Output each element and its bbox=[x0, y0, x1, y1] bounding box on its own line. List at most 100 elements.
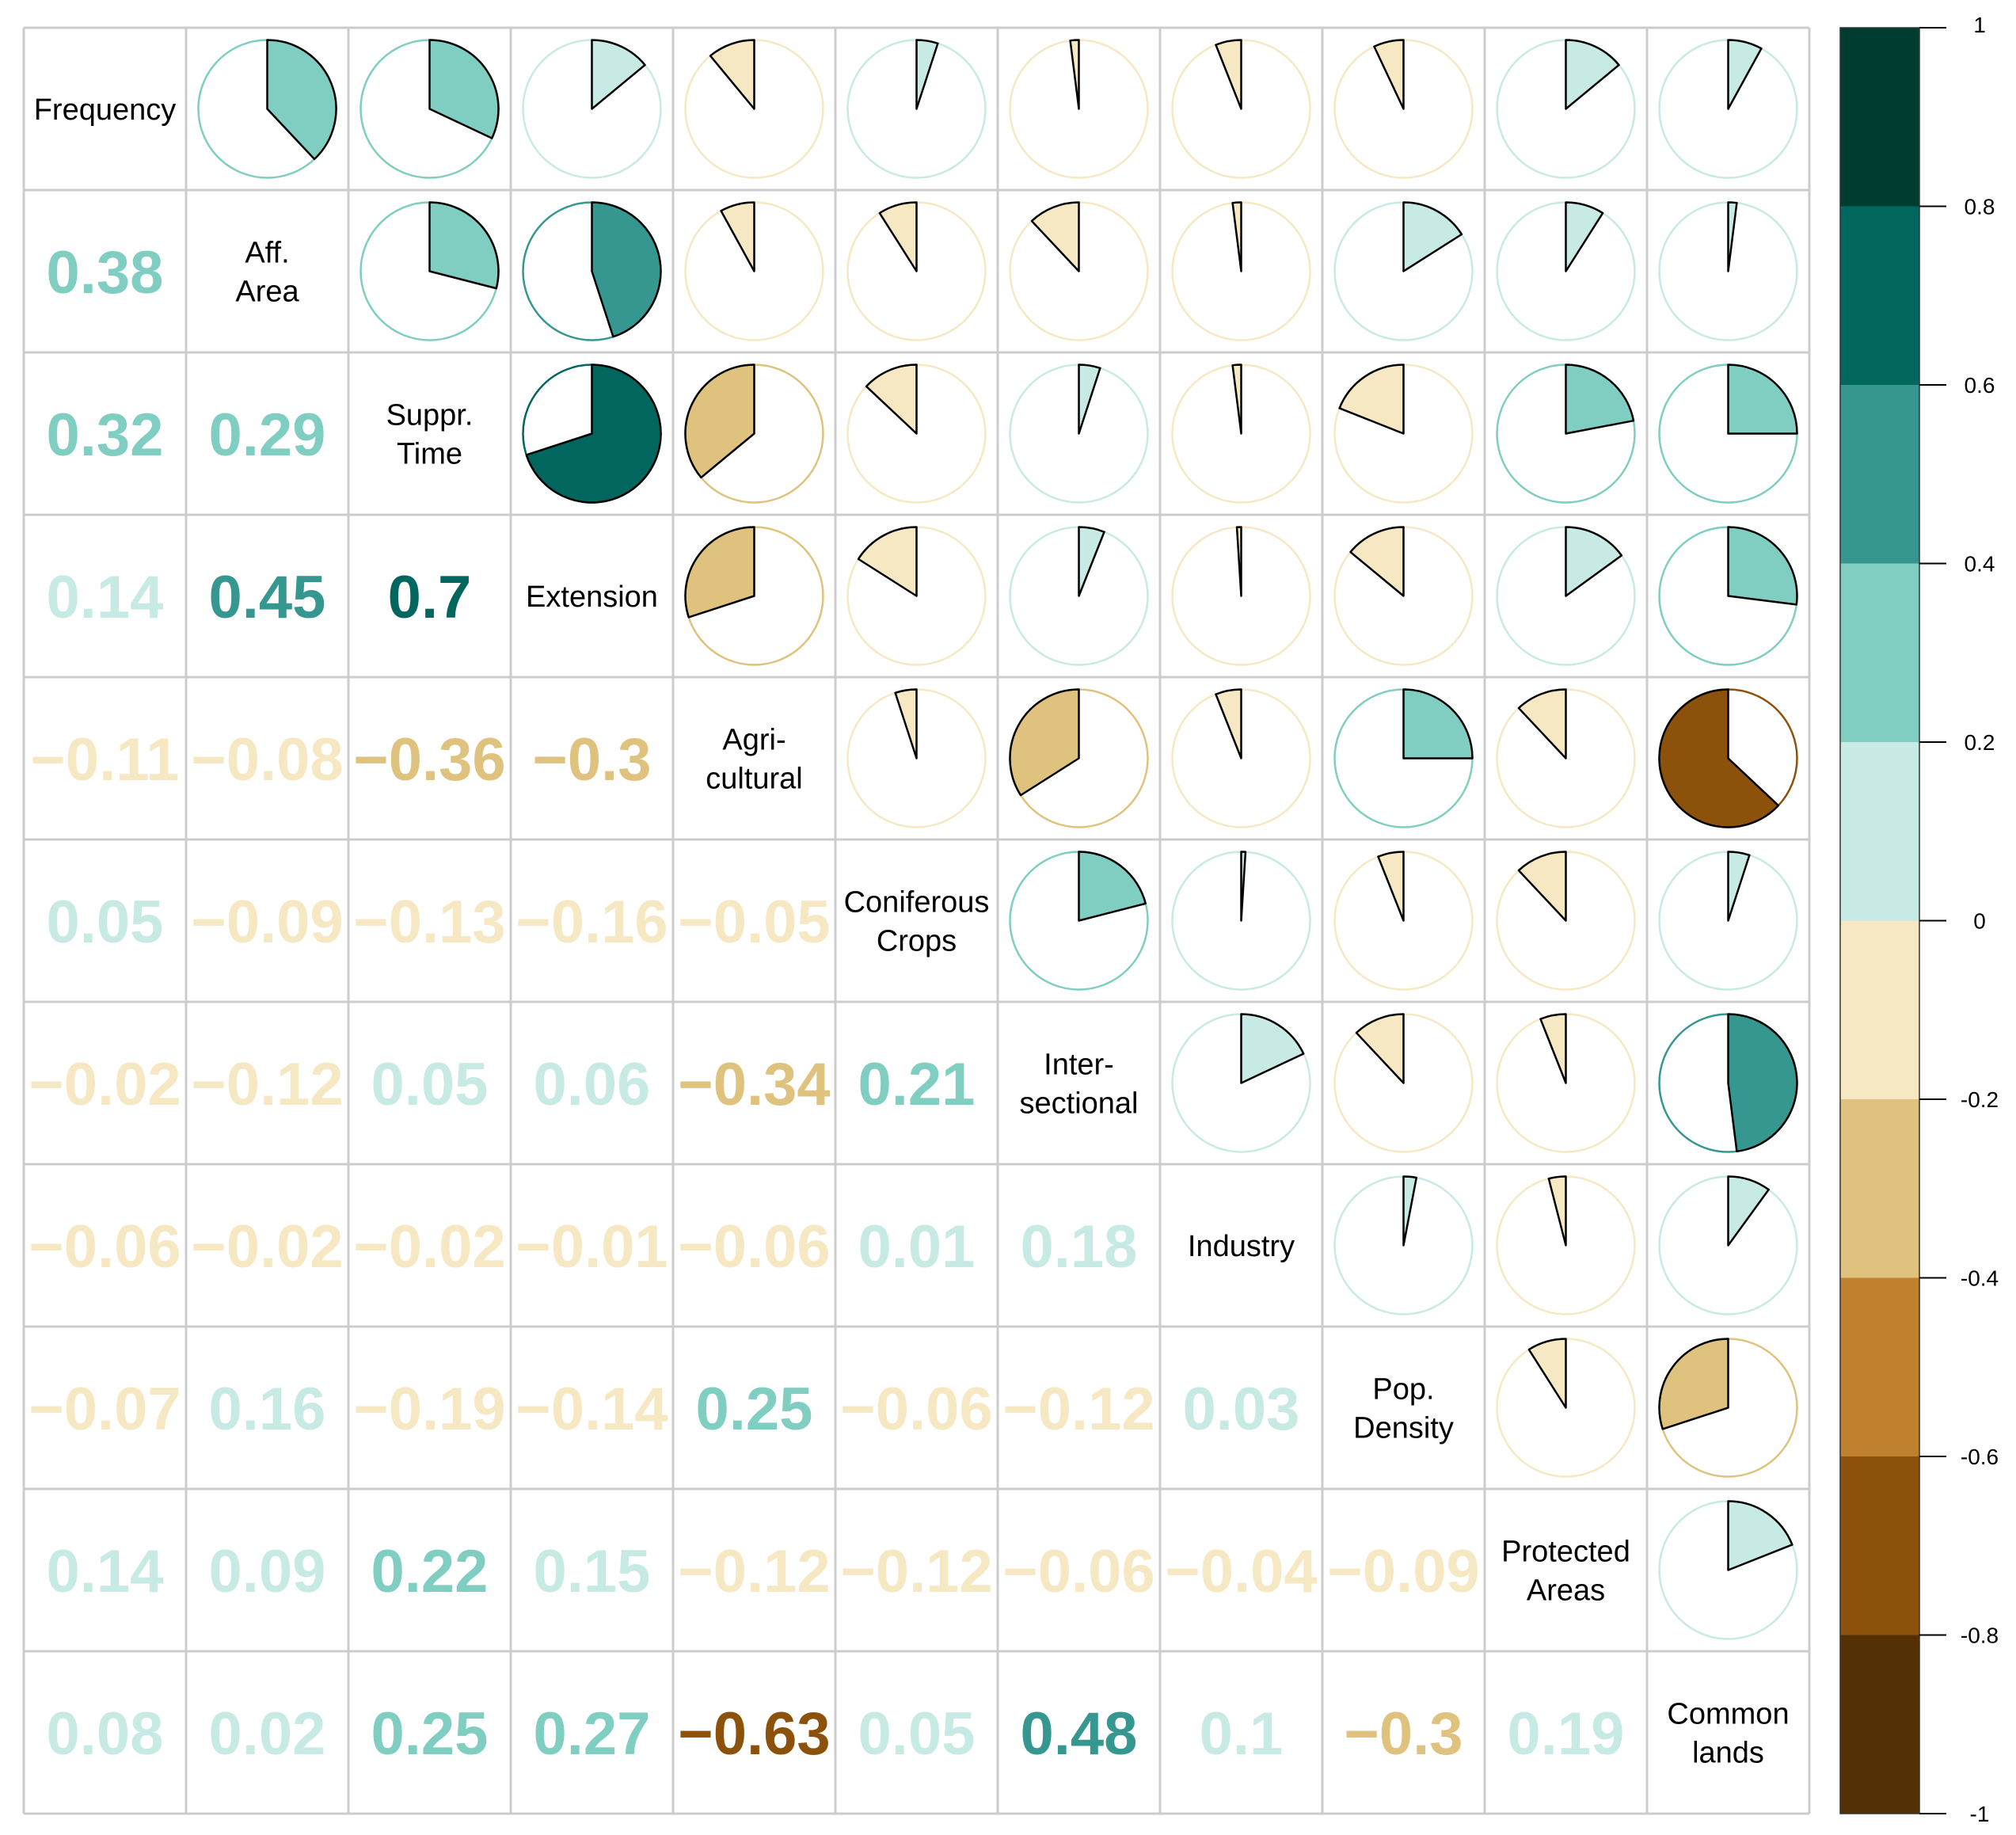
coefficient-label: 0.05 bbox=[858, 1700, 976, 1768]
pie-slice bbox=[1069, 39, 1080, 110]
coefficient-label: −0.3 bbox=[1344, 1700, 1463, 1768]
pie-slice bbox=[1727, 1175, 1770, 1247]
pie-slice bbox=[1727, 364, 1798, 435]
pie-slice bbox=[915, 39, 939, 110]
colorbar-tick-label: -0.4 bbox=[1961, 1266, 1999, 1291]
pie-slice bbox=[1078, 364, 1101, 435]
coefficient-label: −0.06 bbox=[29, 1213, 181, 1281]
coefficient-label: 0.21 bbox=[858, 1051, 976, 1118]
colorbar-tick-label: 0.8 bbox=[1965, 195, 1995, 219]
pie-slice bbox=[894, 688, 918, 760]
coefficient-label: 0.48 bbox=[1021, 1700, 1138, 1768]
variable-label-line: Aff. bbox=[245, 236, 289, 269]
pie-slice bbox=[591, 201, 662, 338]
coefficient-label: 0.02 bbox=[209, 1700, 326, 1768]
variable-label: Extension bbox=[526, 581, 658, 614]
coefficient-label: −0.13 bbox=[353, 889, 505, 956]
colorbar-segment bbox=[1840, 1635, 1919, 1814]
pie-slice bbox=[1231, 364, 1242, 435]
pie-slice bbox=[1402, 201, 1463, 272]
variable-label-line: Frequency bbox=[34, 93, 177, 127]
variable-label-line: Inter- bbox=[1044, 1048, 1114, 1081]
pie-slice bbox=[1078, 851, 1147, 922]
pie-slice bbox=[1565, 526, 1623, 597]
grid-lines bbox=[22, 26, 1811, 1815]
variable-label-line: lands bbox=[1692, 1736, 1764, 1769]
variable-label: Coniferous Crops bbox=[844, 885, 990, 957]
colorbar-tick-label: 0 bbox=[1973, 909, 1986, 934]
variable-label-line: Density bbox=[1353, 1411, 1454, 1445]
pie-slice bbox=[1727, 526, 1798, 606]
pie-slice bbox=[428, 39, 500, 139]
coefficient-label: −0.02 bbox=[353, 1213, 505, 1281]
coefficient-label: −0.06 bbox=[1002, 1538, 1154, 1605]
pie-slice bbox=[1517, 851, 1567, 922]
pie-slice bbox=[1240, 1013, 1305, 1084]
pie-slice bbox=[1565, 39, 1620, 110]
coefficient-label: −0.08 bbox=[191, 726, 343, 794]
pie-slice bbox=[591, 39, 646, 110]
pie-slice bbox=[525, 364, 662, 504]
coefficient-label: 0.29 bbox=[209, 402, 326, 469]
colorbar-segment bbox=[1840, 385, 1919, 564]
colorbar-segment bbox=[1840, 920, 1919, 1100]
colorbar-segment bbox=[1840, 742, 1919, 921]
colorbar-tick-label: 0.2 bbox=[1965, 730, 1995, 755]
pie-slice bbox=[1235, 526, 1242, 597]
coefficient-label: 0.14 bbox=[47, 564, 164, 631]
coefficient-label: −0.12 bbox=[840, 1538, 992, 1605]
coefficient-label: −0.19 bbox=[353, 1376, 505, 1443]
variable-label-line: Agri- bbox=[722, 723, 785, 756]
colorbar-tick-label: 0.4 bbox=[1965, 552, 1995, 577]
coefficient-label: 0.06 bbox=[534, 1051, 651, 1118]
pie-slice bbox=[1727, 201, 1738, 272]
pie-slice bbox=[1240, 851, 1247, 922]
pie-slice bbox=[1402, 1175, 1418, 1247]
coefficient-label: −0.09 bbox=[191, 889, 343, 956]
coefficient-label: −0.12 bbox=[1002, 1376, 1154, 1443]
pie-slice bbox=[1030, 201, 1080, 272]
coefficient-label: 0.05 bbox=[371, 1051, 489, 1118]
coefficient-label: 0.05 bbox=[47, 889, 164, 956]
pie-slice bbox=[1527, 1338, 1567, 1409]
variable-label: Common lands bbox=[1667, 1697, 1789, 1769]
coefficient-label: 0.03 bbox=[1183, 1376, 1300, 1443]
pie-slice bbox=[857, 526, 918, 597]
pie-slice bbox=[1355, 1013, 1405, 1084]
pie-slice bbox=[1078, 526, 1105, 597]
variable-label: Suppr. Time bbox=[386, 398, 474, 470]
variable-label-line: Areas bbox=[1527, 1574, 1605, 1607]
coefficient-label: 0.08 bbox=[47, 1700, 164, 1768]
pie-slice bbox=[684, 526, 755, 619]
coefficient-label: 0.18 bbox=[1021, 1213, 1138, 1281]
coefficient-label: −0.06 bbox=[840, 1376, 992, 1443]
variable-label-line: Pop. bbox=[1372, 1372, 1434, 1406]
coefficient-label: 0.25 bbox=[371, 1700, 489, 1768]
coefficient-label: 0.25 bbox=[696, 1376, 813, 1443]
pie-slice bbox=[1009, 688, 1080, 797]
colorbar-tick-label: -1 bbox=[1970, 1802, 1990, 1826]
variable-label: Inter-sectional bbox=[1020, 1048, 1139, 1120]
coefficient-label: −0.04 bbox=[1165, 1538, 1317, 1605]
variable-label-line: Protected bbox=[1501, 1535, 1630, 1568]
coefficient-label: −0.02 bbox=[191, 1213, 343, 1281]
colorbar-segment bbox=[1840, 28, 1919, 207]
variable-label-line: Crops bbox=[877, 924, 957, 957]
pie-slice bbox=[1539, 1013, 1567, 1084]
colorbar: 1 0.8 0.6 0.4 0.2 0 -0.2 -0.4 -0.6 -0.8 -1 bbox=[1839, 13, 1999, 1826]
variable-label-line: Time bbox=[397, 437, 462, 470]
colorbar-tick-label: -0.8 bbox=[1961, 1624, 1999, 1648]
pie-slice bbox=[1727, 1013, 1798, 1153]
coefficient-label: −0.12 bbox=[678, 1538, 830, 1605]
variable-label: Agri-cultural bbox=[706, 723, 803, 795]
coefficient-label: −0.3 bbox=[532, 726, 651, 794]
coefficient-label: −0.07 bbox=[29, 1376, 181, 1443]
pie-slice bbox=[1547, 1175, 1567, 1247]
coefficient-label: −0.09 bbox=[1327, 1538, 1479, 1605]
pie-slice bbox=[1373, 39, 1405, 110]
colorbar-tick-label: 1 bbox=[1973, 13, 1986, 37]
coefficient-label: −0.16 bbox=[515, 889, 668, 956]
coefficient-label: 0.19 bbox=[1508, 1700, 1625, 1768]
pie-slice bbox=[1215, 688, 1242, 760]
pie-slice bbox=[1727, 39, 1763, 110]
